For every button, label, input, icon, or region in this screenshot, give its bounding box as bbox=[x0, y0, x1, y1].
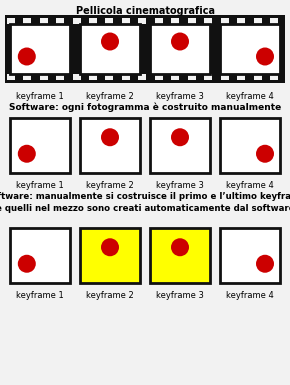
Bar bbox=[106, 18, 113, 24]
Circle shape bbox=[18, 255, 36, 273]
Bar bbox=[106, 74, 113, 80]
Bar bbox=[204, 74, 212, 80]
Bar bbox=[80, 24, 140, 74]
Bar bbox=[138, 74, 146, 80]
Bar bbox=[270, 18, 278, 24]
Bar bbox=[23, 74, 31, 80]
Bar bbox=[122, 74, 130, 80]
Bar bbox=[270, 74, 278, 80]
Bar bbox=[89, 18, 97, 24]
Bar bbox=[138, 18, 146, 24]
Text: keyframe 2: keyframe 2 bbox=[86, 181, 134, 190]
Bar bbox=[188, 18, 196, 24]
Text: keyframe 2: keyframe 2 bbox=[86, 291, 134, 300]
Text: keyframe 4: keyframe 4 bbox=[226, 291, 274, 300]
Bar bbox=[150, 118, 210, 173]
Bar bbox=[89, 74, 97, 80]
Bar bbox=[220, 118, 280, 173]
Bar bbox=[72, 18, 81, 24]
Bar bbox=[237, 18, 245, 24]
Text: keyframe 1: keyframe 1 bbox=[16, 181, 64, 190]
Circle shape bbox=[101, 128, 119, 146]
Bar bbox=[5, 15, 285, 83]
Text: keyframe 2: keyframe 2 bbox=[86, 92, 134, 101]
Bar bbox=[254, 74, 262, 80]
Circle shape bbox=[101, 238, 119, 256]
Circle shape bbox=[256, 145, 274, 163]
Bar bbox=[7, 74, 15, 80]
Bar bbox=[237, 74, 245, 80]
Bar bbox=[40, 18, 48, 24]
Bar bbox=[204, 18, 212, 24]
Circle shape bbox=[256, 47, 274, 65]
Bar bbox=[188, 74, 196, 80]
Bar bbox=[220, 24, 280, 74]
Bar bbox=[171, 18, 179, 24]
Circle shape bbox=[101, 32, 119, 50]
Text: keyframe 3: keyframe 3 bbox=[156, 181, 204, 190]
Text: Software: ogni fotogramma è costruito manualmente: Software: ogni fotogramma è costruito ma… bbox=[9, 102, 281, 112]
Bar bbox=[72, 74, 81, 80]
Bar bbox=[220, 228, 280, 283]
Text: keyframe 1: keyframe 1 bbox=[16, 291, 64, 300]
Text: keyframe 1: keyframe 1 bbox=[16, 92, 64, 101]
Circle shape bbox=[256, 255, 274, 273]
Bar bbox=[155, 74, 163, 80]
Text: Pellicola cinematografica: Pellicola cinematografica bbox=[75, 6, 215, 16]
Circle shape bbox=[18, 145, 36, 163]
Bar bbox=[10, 118, 70, 173]
Bar bbox=[122, 18, 130, 24]
Bar bbox=[221, 74, 229, 80]
Bar bbox=[80, 228, 140, 283]
Bar bbox=[10, 228, 70, 283]
Circle shape bbox=[18, 47, 36, 65]
Bar bbox=[80, 118, 140, 173]
Bar bbox=[7, 18, 15, 24]
Bar bbox=[56, 74, 64, 80]
Bar bbox=[254, 18, 262, 24]
Text: keyframe 4: keyframe 4 bbox=[226, 92, 274, 101]
Bar bbox=[150, 24, 210, 74]
Bar bbox=[23, 18, 31, 24]
Text: keyframe 4: keyframe 4 bbox=[226, 181, 274, 190]
Bar bbox=[10, 24, 70, 74]
Bar bbox=[40, 74, 48, 80]
Bar bbox=[56, 18, 64, 24]
Text: keyframe 3: keyframe 3 bbox=[156, 92, 204, 101]
Circle shape bbox=[171, 128, 189, 146]
Bar bbox=[171, 74, 179, 80]
Bar bbox=[155, 18, 163, 24]
Circle shape bbox=[171, 238, 189, 256]
Bar bbox=[221, 18, 229, 24]
Circle shape bbox=[171, 32, 189, 50]
Text: keyframe 3: keyframe 3 bbox=[156, 291, 204, 300]
Text: Software: manualmente si costruisce il primo e l’ultimo keyframe
e quelli nel me: Software: manualmente si costruisce il p… bbox=[0, 192, 290, 213]
Bar bbox=[150, 228, 210, 283]
